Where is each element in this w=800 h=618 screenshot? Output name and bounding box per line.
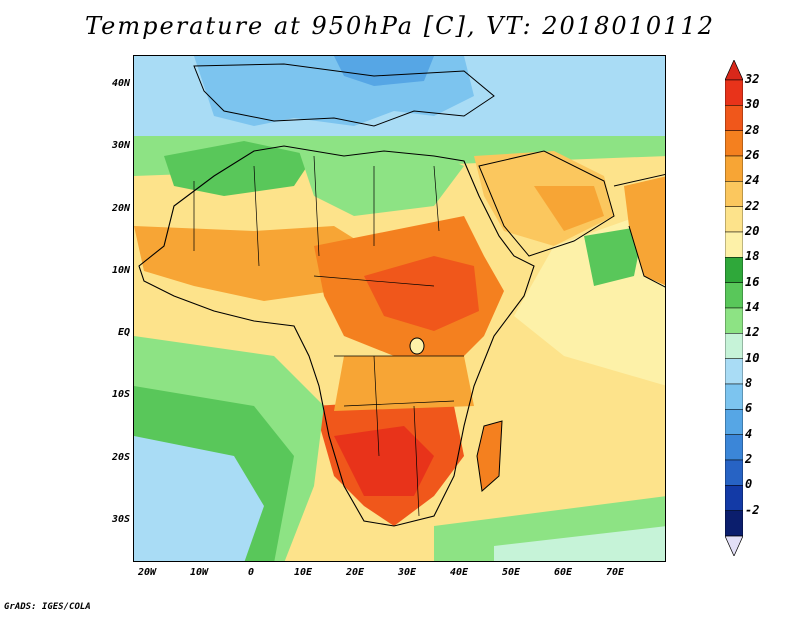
lon-label-20w: 20W (137, 567, 157, 578)
colorbar-swatch (725, 434, 743, 461)
kalahari-hotspot (334, 426, 434, 496)
colorbar-swatch (725, 105, 743, 131)
east-africa-hot (364, 256, 479, 331)
colorbar-tick-label: 16 (745, 274, 760, 289)
europe-coastline (193, 63, 495, 127)
colorbar-tick-label: 4 (745, 426, 753, 441)
lat-label-40n: 40N (111, 78, 130, 89)
mediterranean-field (194, 56, 474, 126)
lake-victoria (409, 337, 425, 355)
colorbar-swatch (725, 485, 743, 511)
colorbar-tick-label: 32 (745, 72, 760, 86)
colorbar-swatch (725, 409, 743, 435)
colorbar-tick-label: 10 (745, 350, 760, 365)
lon-label-30e: 30E (397, 567, 417, 578)
colorbar-tick-label: 24 (745, 173, 760, 188)
south-indian-ocean-cool (494, 526, 665, 561)
lon-label-10w: 10W (189, 567, 209, 578)
africa-coastline (138, 145, 535, 527)
colorbar-swatch (725, 206, 743, 233)
lat-label-30s: 30S (111, 514, 130, 525)
colorbar-bottom-arrow (725, 535, 743, 556)
colorbar-tick-label: 0 (745, 477, 753, 492)
colorbar-tick-label: 28 (745, 122, 760, 137)
colorbar-tick-label: -2 (745, 502, 760, 517)
libya-egypt-green (294, 136, 464, 216)
colorbar-tick-label: 6 (745, 401, 753, 416)
angola-zambia-warm (334, 356, 474, 411)
colorbar-swatch (725, 79, 743, 106)
colorbar-tick-label: 12 (745, 325, 760, 340)
colorbar-tick-label: 2 (745, 452, 753, 466)
colorbar-tick-label: 22 (745, 198, 760, 213)
lat-label-30n: 30N (111, 140, 130, 151)
map-title: Temperature at 950hPa [C], VT: 201801011… (85, 12, 715, 40)
north-africa-green (164, 141, 314, 196)
colorbar-swatch (725, 383, 743, 410)
colorbar-swatch (725, 358, 743, 385)
colorbar-swatch (725, 333, 743, 359)
lon-label-70e: 70E (605, 567, 625, 578)
lat-label-20n: 20N (111, 203, 130, 214)
colorbar-tick-label: 30 (745, 97, 760, 112)
madagascar (477, 421, 502, 491)
colorbar-swatch (725, 307, 743, 334)
lon-label-40e: 40E (449, 567, 469, 578)
europe-cold-field (334, 56, 434, 86)
colorbar-swatch (725, 181, 743, 207)
lon-label-0: 0 (247, 567, 255, 578)
colorbar-swatch (725, 155, 743, 182)
grads-credit: GrADS: IGES/COLA (4, 602, 91, 612)
colorbar-tick-label: 8 (745, 376, 753, 390)
lat-label-eq: EQ (117, 327, 130, 338)
colorbar-swatch (725, 257, 743, 283)
lon-label-10e: 10E (293, 567, 313, 578)
colorbar-swatch (725, 459, 743, 486)
arabian-sea-green (584, 226, 644, 286)
map-canvas (134, 56, 665, 561)
south-atlantic-cool (134, 436, 264, 561)
colorbar-swatch (725, 231, 743, 258)
colorbar-tick-label: 20 (745, 224, 760, 238)
colorbar-tick-label: 14 (745, 300, 760, 314)
lon-label-20e: 20E (345, 567, 365, 578)
lat-label-10s: 10S (111, 389, 130, 400)
colorbar-swatch (725, 510, 743, 537)
madagascar-coastline (476, 420, 503, 492)
india-warm (624, 176, 665, 286)
temperature-map (133, 55, 666, 562)
colorbar-tick-label: 18 (745, 249, 760, 264)
colorbar (725, 60, 743, 556)
lon-label-50e: 50E (501, 567, 521, 578)
arabia-hot (534, 186, 604, 231)
lat-label-10n: 10N (111, 265, 130, 276)
colorbar-swatch (725, 130, 743, 157)
colorbar-top-arrow (725, 60, 743, 81)
arabia-coastline (478, 150, 615, 257)
colorbar-tick-label: 26 (745, 148, 760, 162)
colorbar-swatch (725, 282, 743, 309)
india-coastline (613, 173, 665, 288)
lat-label-20s: 20S (111, 452, 130, 463)
lon-label-60e: 60E (553, 567, 573, 578)
country-borders (193, 155, 464, 517)
